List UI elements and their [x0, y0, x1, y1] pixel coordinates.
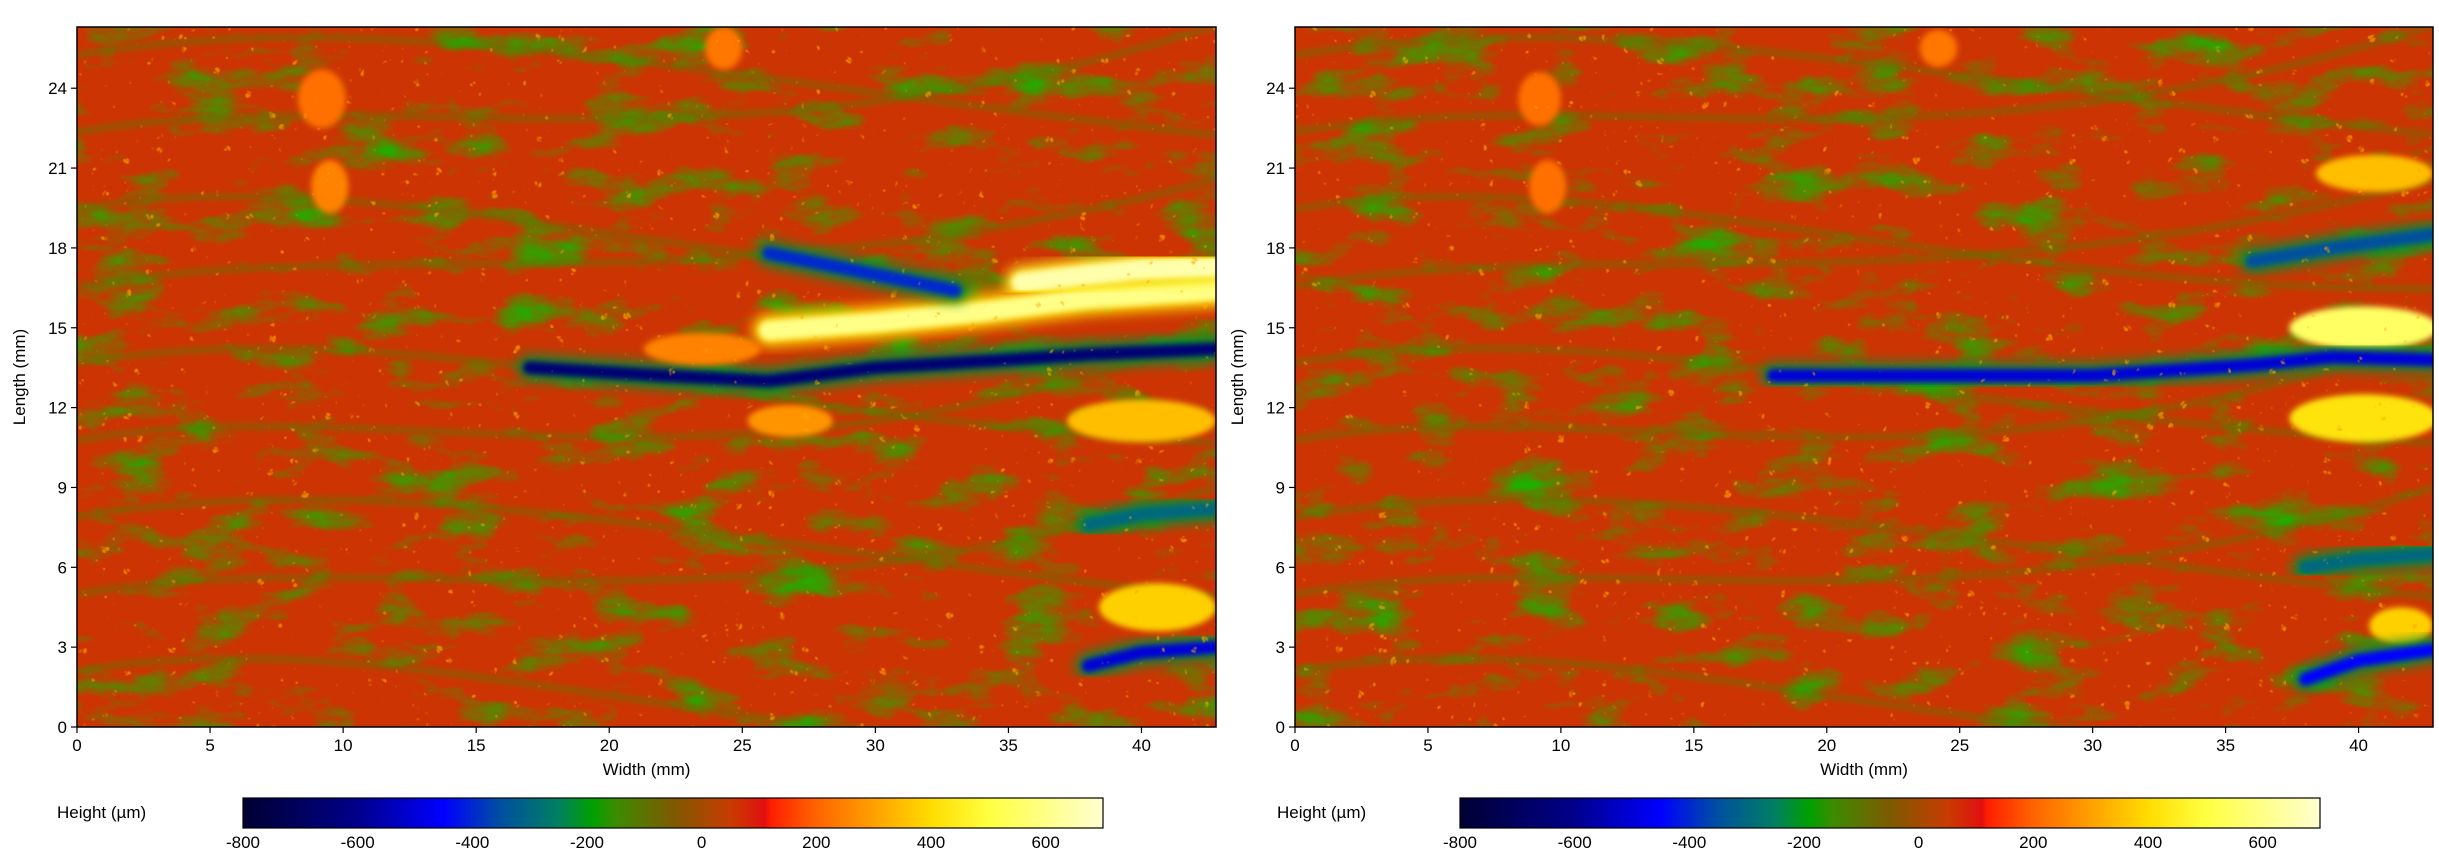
- y-tick-label: 18: [1266, 239, 1285, 258]
- x-tick-label: 20: [600, 736, 619, 755]
- height-map-panel-left: 0 5 10 15 20 25 30 35 40 0 3 6 9 12 15 18 21 24 Width (m…: [10, 26, 1217, 852]
- x-tick-label: 30: [2083, 736, 2102, 755]
- y-tick-label: 0: [1276, 718, 1285, 737]
- colorbar-tick-label: -800: [1443, 833, 1477, 852]
- colorbar-title-left: Height (µm): [57, 803, 146, 822]
- colorbar-tick-label: 400: [2134, 833, 2162, 852]
- x-tick-label: 30: [866, 736, 885, 755]
- colorbar-tick-label: 200: [2019, 833, 2047, 852]
- x-tick-label: 35: [999, 736, 1018, 755]
- y-tick-label: 9: [58, 478, 67, 497]
- height-map-right: [1294, 26, 2434, 728]
- x-tick-label: 40: [2349, 736, 2368, 755]
- colorbar-tick-label: -200: [570, 833, 604, 852]
- x-tick-label: 10: [1551, 736, 1570, 755]
- x-axis-title-right: Width (mm): [1820, 760, 1908, 779]
- colorbar-tick-label: -400: [455, 833, 489, 852]
- colorbar-tick-label: -600: [1558, 833, 1592, 852]
- y-axis-left: 0 3 6 9 12 15 18 21 24: [48, 79, 77, 737]
- y-axis-title-right: Length (mm): [1228, 329, 1247, 425]
- y-tick-label: 24: [1266, 79, 1285, 98]
- x-tick-label: 15: [467, 736, 486, 755]
- colorbar-tick-label: -600: [341, 833, 375, 852]
- colorbar-tick-label: -200: [1787, 833, 1821, 852]
- colorbar-tick-label: 400: [917, 833, 945, 852]
- colorbar-tick-label: 600: [2248, 833, 2276, 852]
- y-tick-label: 3: [1276, 638, 1285, 657]
- x-axis-title-left: Width (mm): [603, 760, 691, 779]
- y-tick-label: 24: [48, 79, 67, 98]
- y-tick-label: 6: [1276, 558, 1285, 577]
- colorbar-title-right: Height (µm): [1277, 803, 1366, 822]
- y-tick-label: 15: [1266, 319, 1285, 338]
- y-axis-right: 0 3 6 9 12 15 18 21 24: [1266, 79, 1295, 737]
- x-tick-label: 25: [733, 736, 752, 755]
- colorbar-tick-label: 0: [1914, 833, 1923, 852]
- colorbar-tick-label: -800: [226, 833, 260, 852]
- y-tick-label: 18: [48, 239, 67, 258]
- colorbar-left: -800 -600 -400 -200 0 200 400 600: [226, 797, 1104, 852]
- colorbar-tick-label: 0: [697, 833, 706, 852]
- colorbar-tick-label: -400: [1672, 833, 1706, 852]
- height-map-left: [76, 26, 1217, 728]
- colorbar-tick-label: 600: [1031, 833, 1059, 852]
- x-axis-right: 0 5 10 15 20 25 30 35 40: [1290, 727, 2368, 755]
- x-tick-label: 25: [1950, 736, 1969, 755]
- y-tick-label: 6: [58, 558, 67, 577]
- plot-frame: [76, 26, 1217, 728]
- x-tick-label: 15: [1684, 736, 1703, 755]
- y-tick-label: 15: [48, 319, 67, 338]
- colorbar-tick-label: 200: [802, 833, 830, 852]
- x-tick-label: 0: [1290, 736, 1299, 755]
- y-tick-label: 12: [48, 399, 67, 418]
- y-tick-label: 21: [1266, 159, 1285, 178]
- colorbar-right: -800 -600 -400 -200 0 200 400 600: [1443, 797, 2321, 852]
- y-tick-label: 9: [1276, 478, 1285, 497]
- x-tick-label: 0: [72, 736, 81, 755]
- x-axis-left: 0 5 10 15 20 25 30 35 40: [72, 727, 1151, 755]
- height-map-panel-right: 0 5 10 15 20 25 30 35 40 0 3 6 9 12 15 18 21 24 Width (m…: [1228, 26, 2434, 852]
- y-tick-label: 21: [48, 159, 67, 178]
- x-tick-label: 5: [205, 736, 214, 755]
- surface-speckle: [1295, 27, 2433, 727]
- y-tick-label: 0: [58, 718, 67, 737]
- x-tick-label: 10: [334, 736, 353, 755]
- y-axis-title-left: Length (mm): [10, 329, 29, 425]
- x-tick-label: 20: [1817, 736, 1836, 755]
- x-tick-label: 40: [1132, 736, 1151, 755]
- x-tick-label: 5: [1423, 736, 1432, 755]
- colorbar-gradient: [1459, 797, 2321, 829]
- surface-speckle: [77, 27, 1216, 727]
- y-tick-label: 12: [1266, 399, 1285, 418]
- x-tick-label: 35: [2216, 736, 2235, 755]
- y-tick-label: 3: [58, 638, 67, 657]
- colorbar-gradient: [242, 797, 1104, 829]
- plot-frame: [1294, 26, 2434, 728]
